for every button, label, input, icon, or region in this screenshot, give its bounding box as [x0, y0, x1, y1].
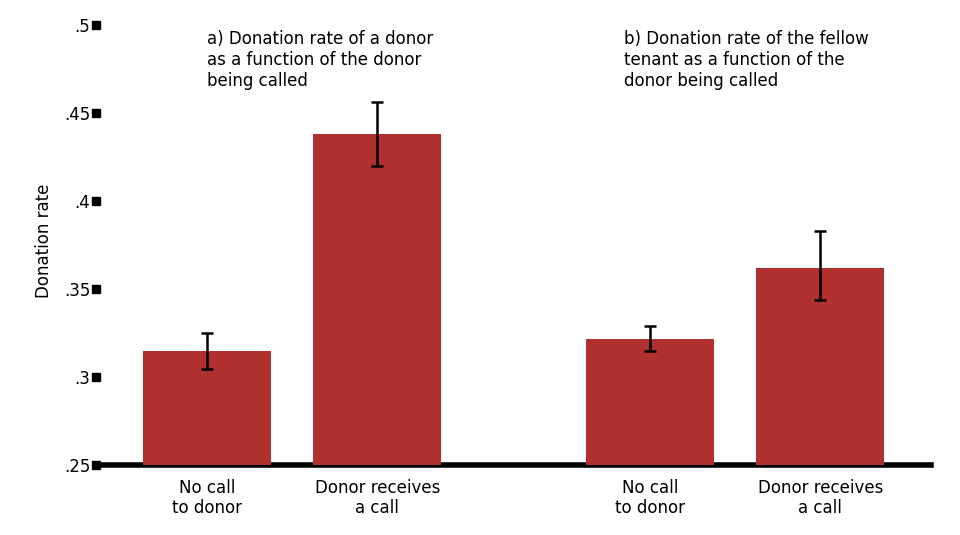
Text: b) Donation rate of the fellow
tenant as a function of the
donor being called: b) Donation rate of the fellow tenant as…	[624, 30, 869, 90]
Bar	[313, 134, 442, 465]
Bar	[586, 339, 714, 465]
Y-axis label: Donation rate: Donation rate	[35, 184, 53, 298]
Text: a) Donation rate of a donor
as a function of the donor
being called: a) Donation rate of a donor as a functio…	[206, 30, 433, 90]
Bar	[143, 351, 271, 465]
Bar	[756, 268, 884, 465]
